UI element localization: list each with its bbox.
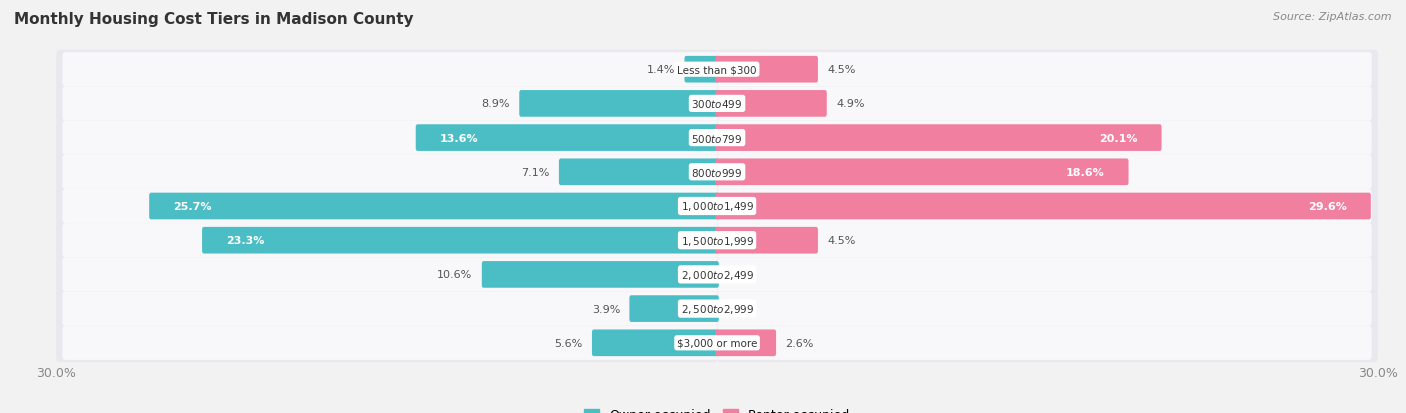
Text: $1,000 to $1,499: $1,000 to $1,499 xyxy=(681,200,754,213)
FancyBboxPatch shape xyxy=(62,53,1372,87)
Text: 0.0%: 0.0% xyxy=(728,270,756,280)
Text: $2,000 to $2,499: $2,000 to $2,499 xyxy=(681,268,754,281)
FancyBboxPatch shape xyxy=(560,159,718,186)
FancyBboxPatch shape xyxy=(62,258,1372,292)
FancyBboxPatch shape xyxy=(202,227,718,254)
FancyBboxPatch shape xyxy=(62,326,1372,360)
FancyBboxPatch shape xyxy=(592,330,718,356)
Text: $3,000 or more: $3,000 or more xyxy=(676,338,758,348)
Text: 2.6%: 2.6% xyxy=(786,338,814,348)
Text: 4.9%: 4.9% xyxy=(837,99,865,109)
Text: 20.1%: 20.1% xyxy=(1099,133,1137,143)
Text: $300 to $499: $300 to $499 xyxy=(692,98,742,110)
Text: Less than $300: Less than $300 xyxy=(678,65,756,75)
FancyBboxPatch shape xyxy=(716,57,818,83)
Text: 3.9%: 3.9% xyxy=(592,304,620,314)
Text: 10.6%: 10.6% xyxy=(437,270,472,280)
FancyBboxPatch shape xyxy=(716,330,776,356)
Text: 4.5%: 4.5% xyxy=(827,236,856,246)
Legend: Owner-occupied, Renter-occupied: Owner-occupied, Renter-occupied xyxy=(579,404,855,413)
FancyBboxPatch shape xyxy=(149,193,718,220)
FancyBboxPatch shape xyxy=(716,159,1129,186)
Text: $800 to $999: $800 to $999 xyxy=(692,166,742,178)
FancyBboxPatch shape xyxy=(630,296,718,322)
Text: 0.0%: 0.0% xyxy=(728,304,756,314)
FancyBboxPatch shape xyxy=(62,155,1372,190)
FancyBboxPatch shape xyxy=(56,119,1378,158)
Text: 18.6%: 18.6% xyxy=(1066,167,1105,177)
FancyBboxPatch shape xyxy=(716,125,1161,152)
Text: 7.1%: 7.1% xyxy=(522,167,550,177)
FancyBboxPatch shape xyxy=(685,57,718,83)
FancyBboxPatch shape xyxy=(62,223,1372,258)
FancyBboxPatch shape xyxy=(56,153,1378,192)
FancyBboxPatch shape xyxy=(56,221,1378,260)
FancyBboxPatch shape xyxy=(716,227,818,254)
Text: 1.4%: 1.4% xyxy=(647,65,675,75)
FancyBboxPatch shape xyxy=(56,323,1378,363)
Text: 23.3%: 23.3% xyxy=(226,236,264,246)
Text: 8.9%: 8.9% xyxy=(481,99,510,109)
Text: 29.6%: 29.6% xyxy=(1308,202,1347,211)
Text: $1,500 to $1,999: $1,500 to $1,999 xyxy=(681,234,754,247)
FancyBboxPatch shape xyxy=(56,255,1378,294)
Text: $2,500 to $2,999: $2,500 to $2,999 xyxy=(681,302,754,316)
Text: Source: ZipAtlas.com: Source: ZipAtlas.com xyxy=(1274,12,1392,22)
FancyBboxPatch shape xyxy=(56,187,1378,226)
FancyBboxPatch shape xyxy=(416,125,718,152)
FancyBboxPatch shape xyxy=(519,91,718,117)
FancyBboxPatch shape xyxy=(62,190,1372,223)
FancyBboxPatch shape xyxy=(62,121,1372,155)
Text: Monthly Housing Cost Tiers in Madison County: Monthly Housing Cost Tiers in Madison Co… xyxy=(14,12,413,27)
Text: 13.6%: 13.6% xyxy=(440,133,478,143)
FancyBboxPatch shape xyxy=(62,292,1372,326)
Text: $500 to $799: $500 to $799 xyxy=(692,132,742,144)
FancyBboxPatch shape xyxy=(716,91,827,117)
FancyBboxPatch shape xyxy=(62,87,1372,121)
Text: 25.7%: 25.7% xyxy=(173,202,211,211)
FancyBboxPatch shape xyxy=(56,85,1378,123)
FancyBboxPatch shape xyxy=(482,261,718,288)
FancyBboxPatch shape xyxy=(56,290,1378,328)
Text: 4.5%: 4.5% xyxy=(827,65,856,75)
FancyBboxPatch shape xyxy=(716,193,1371,220)
Text: 5.6%: 5.6% xyxy=(554,338,582,348)
FancyBboxPatch shape xyxy=(56,50,1378,90)
